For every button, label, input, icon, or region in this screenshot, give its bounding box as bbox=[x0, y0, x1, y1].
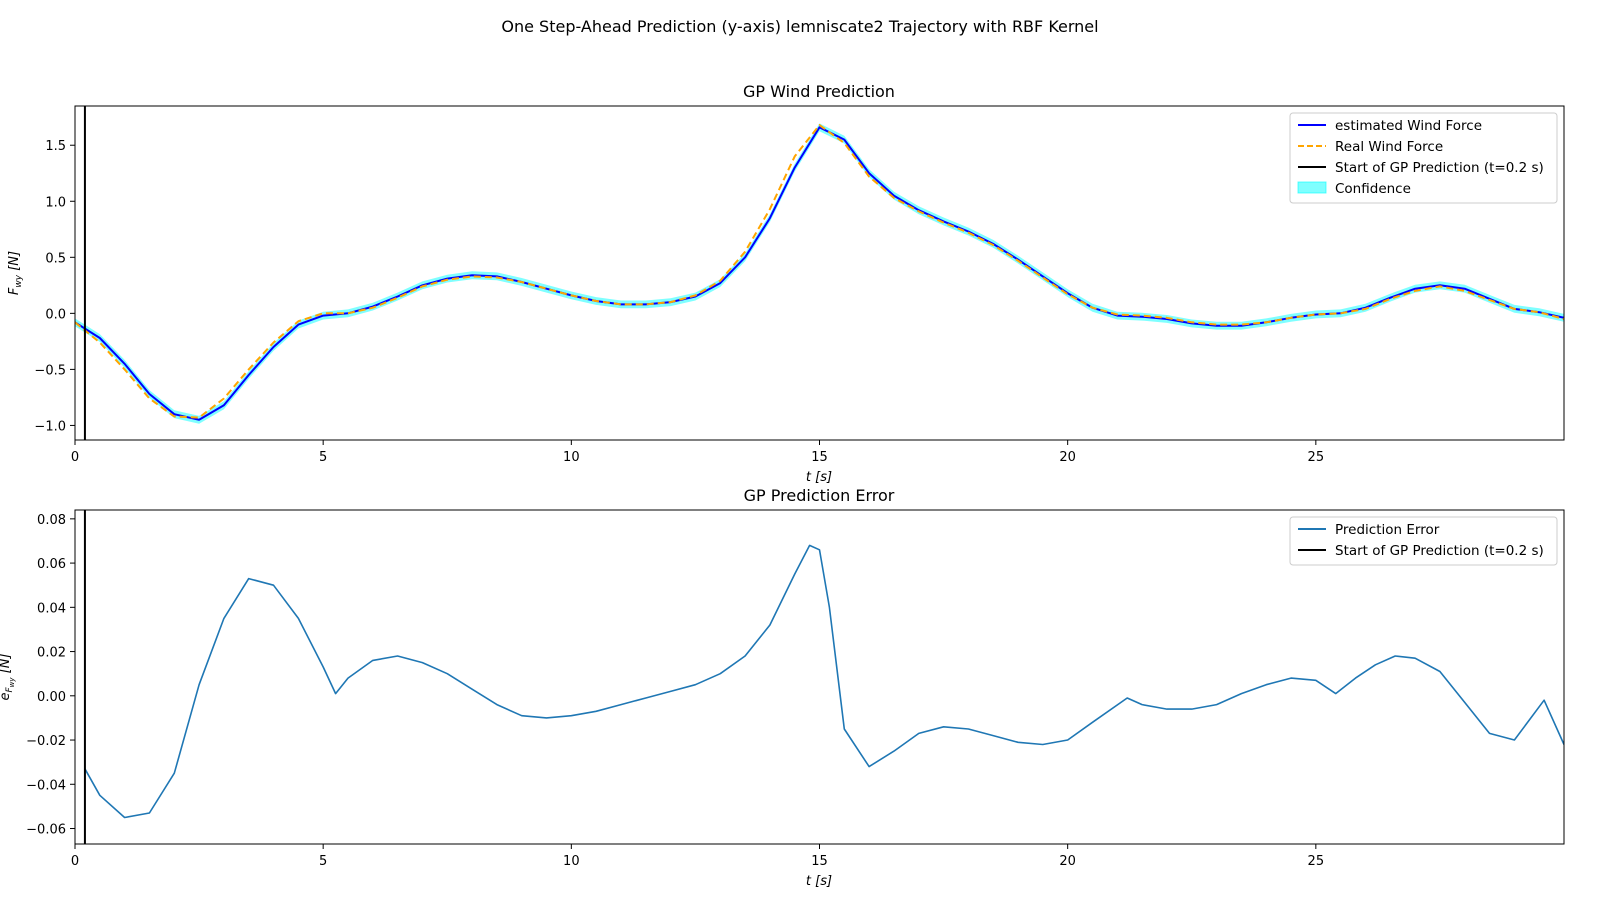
y-tick-label: 0.04 bbox=[37, 601, 66, 616]
y-tick-label: −0.02 bbox=[26, 734, 66, 749]
legend-frame bbox=[1289, 516, 1558, 566]
prediction-error-legend: Prediction Error Start of GP Prediction … bbox=[1289, 516, 1558, 566]
x-tick-label: 25 bbox=[1308, 450, 1325, 465]
prediction-error-ylabel: eFwy [N] bbox=[0, 653, 16, 700]
prediction-error-title: GP Prediction Error bbox=[744, 486, 895, 505]
estimated-wind-force-line bbox=[75, 126, 1564, 421]
legend-start-label: Start of GP Prediction (t=0.2 s) bbox=[1335, 160, 1544, 176]
wind-prediction-axes-frame bbox=[74, 105, 1565, 441]
y-tick-label: 0.0 bbox=[45, 307, 66, 322]
series-group bbox=[83, 510, 1564, 844]
x-tick-label: 20 bbox=[1059, 854, 1076, 869]
prediction-error-xlabel: t [s] bbox=[806, 874, 832, 889]
legend-confidence-label: Confidence bbox=[1335, 181, 1411, 197]
y-tick-label: 1.5 bbox=[45, 139, 66, 154]
prediction-error-ticks: 0 5 10 15 20 25 −0.06 −0.04 −0.02 0.00 0.02 0.04 0.0… bbox=[26, 513, 1324, 869]
y-tick-label: −0.5 bbox=[34, 363, 66, 378]
y-tick-label: −1.0 bbox=[34, 419, 66, 434]
real-wind-force-line bbox=[75, 124, 1564, 419]
wind-prediction-xlabel: t [s] bbox=[806, 470, 832, 485]
y-tick-label: −0.06 bbox=[26, 823, 66, 838]
wind-prediction-legend: estimated Wind Force Real Wind Force Sta… bbox=[1289, 112, 1558, 204]
x-tick-label: 10 bbox=[563, 450, 580, 465]
wind-prediction-ylabel: Fwy [N] bbox=[7, 251, 24, 295]
prediction-error-line bbox=[84, 544, 1564, 819]
series-group bbox=[75, 106, 1564, 440]
y-tick-label: 0.5 bbox=[45, 251, 66, 266]
y-tick-label: 0.00 bbox=[37, 690, 66, 705]
x-tick-label: 10 bbox=[563, 854, 580, 869]
legend-error-label: Prediction Error bbox=[1335, 522, 1440, 538]
wind-prediction-title: GP Wind Prediction bbox=[743, 82, 895, 101]
x-tick-label: 15 bbox=[811, 854, 828, 869]
x-tick-label: 0 bbox=[71, 450, 79, 465]
x-tick-label: 15 bbox=[811, 450, 828, 465]
wind-prediction-plot: GP Wind Prediction 0 5 10 15 20 25 −1.0 −0.5 0.0… bbox=[7, 82, 1565, 485]
prediction-error-plot: GP Prediction Error 0 5 10 15 20 25 −0.06 −0.04… bbox=[0, 486, 1565, 889]
legend-estimated-label: estimated Wind Force bbox=[1335, 118, 1482, 134]
prediction-error-axes-frame bbox=[74, 509, 1565, 845]
y-tick-label: 0.08 bbox=[37, 513, 66, 528]
legend-start-label: Start of GP Prediction (t=0.2 s) bbox=[1335, 543, 1544, 559]
y-tick-label: 0.02 bbox=[37, 646, 66, 661]
x-tick-label: 5 bbox=[319, 854, 327, 869]
legend-real-label: Real Wind Force bbox=[1335, 139, 1443, 155]
y-tick-label: −0.04 bbox=[26, 778, 66, 793]
legend-confidence-swatch bbox=[1297, 181, 1327, 194]
figure-suptitle: One Step-Ahead Prediction (y-axis) lemni… bbox=[501, 17, 1098, 36]
prediction-error-plot-area bbox=[83, 510, 1564, 844]
x-tick-label: 0 bbox=[71, 854, 79, 869]
x-tick-label: 5 bbox=[319, 450, 327, 465]
wind-prediction-ticks: 0 5 10 15 20 25 −1.0 −0.5 0.0 0.5 1.0 1.5 bbox=[34, 139, 1324, 465]
y-tick-label: 1.0 bbox=[45, 195, 66, 210]
legend-frame bbox=[1289, 112, 1558, 204]
wind-prediction-plot-area bbox=[75, 106, 1564, 440]
x-tick-label: 20 bbox=[1059, 450, 1076, 465]
y-tick-label: 0.06 bbox=[37, 557, 66, 572]
x-tick-label: 25 bbox=[1308, 854, 1325, 869]
